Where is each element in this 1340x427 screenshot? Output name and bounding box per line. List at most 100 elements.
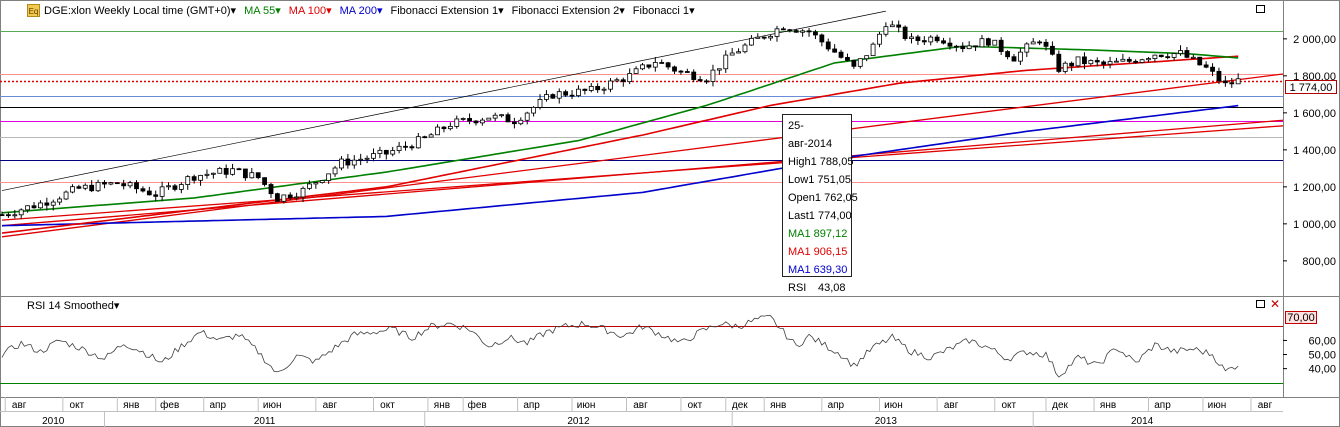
candle-body [89, 184, 95, 192]
candle-body [217, 167, 223, 174]
rsi-panel-title[interactable]: RSI 14 Smoothed▾ [27, 299, 119, 312]
candle-body [499, 114, 504, 117]
candle-body [364, 157, 370, 160]
indicator-ma200-label: MA 200 [339, 4, 377, 17]
candle-body [838, 51, 844, 58]
candle-body [1203, 64, 1209, 68]
candle-body [294, 196, 300, 199]
chevron-down-icon[interactable]: ▾ [113, 300, 120, 312]
candle-body [902, 26, 908, 39]
candle-body [877, 33, 882, 45]
candle-body [230, 168, 235, 175]
tooltip-value: 1 639,30 [804, 264, 848, 276]
month-label: апр [828, 400, 845, 411]
candle-body [6, 214, 11, 217]
candle-body [768, 36, 773, 39]
candle-body [659, 62, 665, 64]
candle-body [1235, 78, 1241, 85]
candle-body [1184, 50, 1190, 58]
candle-body [268, 184, 274, 195]
candle-body [909, 36, 914, 39]
candle-body [63, 191, 69, 200]
last-price-label: 1 774,00 [1285, 80, 1337, 94]
candle-body [742, 44, 748, 53]
candle-body [166, 185, 171, 188]
indicator-fib-ext-1[interactable]: Fibonacci Extension 1▾ [390, 4, 503, 17]
candle-body [787, 29, 793, 32]
candle-body [973, 45, 978, 48]
rsi-panel-maximize-button[interactable] [1256, 300, 1265, 308]
candle-body [896, 24, 902, 28]
month-label: авг [633, 400, 648, 411]
tooltip-key: Last [788, 210, 809, 222]
month-label: июн [263, 400, 282, 411]
candle-body [204, 173, 210, 176]
candle-body [1152, 54, 1158, 59]
candle-body [1165, 56, 1171, 59]
chevron-down-icon[interactable]: ▾ [376, 4, 383, 17]
candle-body [287, 194, 293, 199]
tooltip-key: Low [788, 174, 809, 186]
tooltip-row: Last 1 774,00 [788, 207, 852, 225]
symbol-dropdown-icon[interactable]: ▾ [230, 4, 237, 17]
month-label: янв [1100, 400, 1116, 411]
candle-body [409, 146, 415, 149]
year-label: 2012 [567, 416, 590, 427]
candle-body [537, 99, 543, 108]
candle-body [275, 193, 280, 202]
candle-body [934, 36, 940, 42]
candle-body [25, 205, 31, 211]
tooltip-row: MA 1 906,15 [788, 243, 847, 261]
candle-body [339, 158, 344, 169]
candle-body [947, 42, 953, 47]
candle-body [1075, 56, 1081, 67]
candle-body [223, 167, 229, 175]
candle-body [665, 62, 671, 68]
candle-body [774, 28, 780, 37]
fib-channel-line [1, 10, 886, 191]
indicator-ma55[interactable]: MA 55▾ [244, 4, 281, 17]
symbol-title[interactable]: DGE:xlon Weekly Local time (GMT+0)▾ [44, 4, 236, 17]
price-tick-label: 1 800,00 [1293, 71, 1336, 83]
chevron-down-icon[interactable]: ▾ [326, 4, 332, 17]
candle-body [601, 88, 607, 91]
candle-body [70, 186, 75, 193]
candle-body [1082, 56, 1087, 65]
candle-body [1094, 60, 1100, 63]
price-tick-label: 1 600,00 [1293, 108, 1336, 120]
chevron-down-icon[interactable]: ▾ [275, 4, 281, 17]
indicator-fib-1[interactable]: Fibonacci 1▾ [633, 4, 695, 17]
rsi-tick-label: 50,00 [1308, 350, 1336, 362]
month-label: июн [1208, 400, 1227, 411]
tooltip-value: 1 751,05 [808, 174, 852, 186]
indicator-fib-ext-2[interactable]: Fibonacci Extension 2▾ [512, 4, 625, 17]
candle-body [1120, 58, 1126, 62]
year-label: 2013 [875, 416, 898, 427]
rsi-panel-close-icon[interactable]: ✕ [1270, 297, 1281, 311]
candle-body [146, 190, 152, 196]
crosshair-tooltip: 25-авг-2014 High 1 788,05 Low 1 751,05 Ope… [782, 114, 858, 294]
candle-body [1210, 66, 1215, 72]
candle-body [1005, 51, 1010, 58]
candle-body [1178, 50, 1183, 54]
candle-body [191, 176, 197, 181]
year-label: 2010 [42, 416, 65, 427]
instrument-icon[interactable]: Eq [27, 4, 40, 17]
month-label: янв [434, 400, 450, 411]
indicator-ma100[interactable]: MA 100▾ [289, 4, 332, 17]
chevron-down-icon[interactable]: ▾ [689, 4, 695, 17]
candle-body [44, 202, 50, 206]
candle-body [813, 31, 818, 36]
candle-body [1050, 45, 1055, 55]
indicator-ma200[interactable]: MA 200▾ [340, 4, 383, 17]
candle-body [1069, 62, 1075, 67]
month-label: авг [323, 400, 338, 411]
candle-body [1229, 82, 1235, 85]
candle-body [1197, 56, 1203, 66]
chevron-down-icon[interactable]: ▾ [498, 4, 504, 17]
chevron-down-icon[interactable]: ▾ [619, 4, 625, 17]
price-panel-maximize-button[interactable] [1256, 5, 1265, 13]
candle-body [761, 36, 767, 39]
candle-body [620, 79, 626, 83]
